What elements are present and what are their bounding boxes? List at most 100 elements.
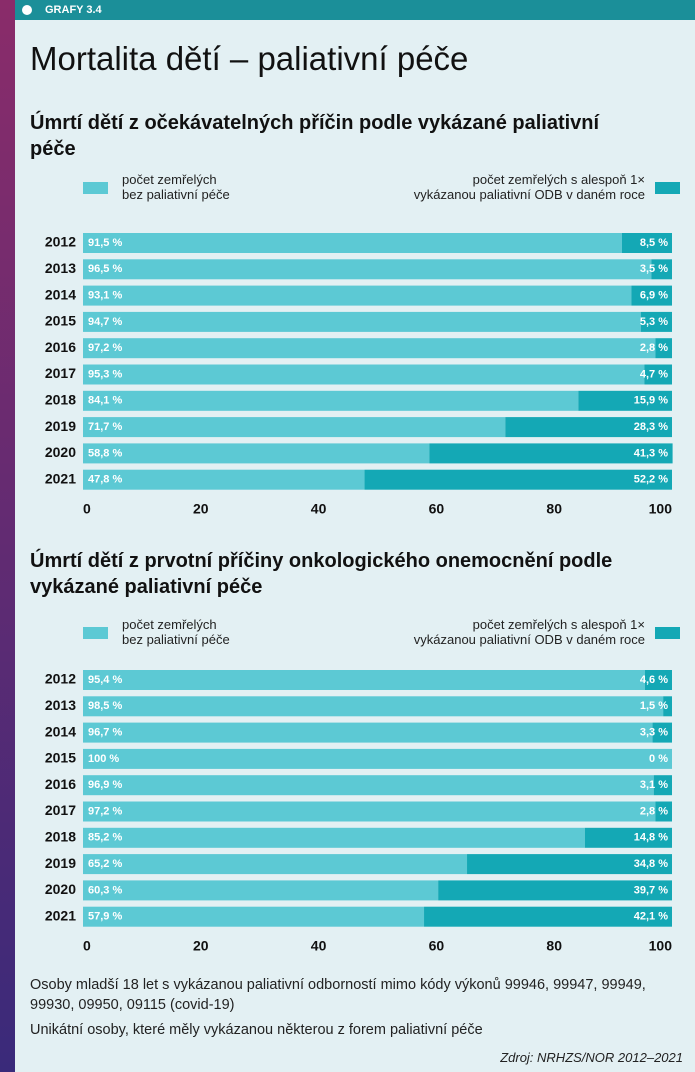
value-label: 95,4 % xyxy=(88,674,122,686)
x-tick-label: 0 xyxy=(83,501,91,517)
value-label: 97,2 % xyxy=(88,805,122,817)
x-tick-label: 40 xyxy=(311,938,327,954)
chart-title: Úmrtí dětí z prvotní příčiny onkologické… xyxy=(30,550,613,598)
value-label: 3,3 % xyxy=(640,727,668,739)
bar-segment xyxy=(83,311,641,332)
bar-segment xyxy=(83,469,365,490)
value-label: 52,2 % xyxy=(634,474,668,486)
value-label: 1,5 % xyxy=(640,700,668,712)
bar-segment xyxy=(83,722,653,743)
value-label: 93,1 % xyxy=(88,290,122,302)
value-label: 60,3 % xyxy=(88,884,122,896)
value-label: 15,9 % xyxy=(634,395,668,407)
chart: 2012 95,4 % 4,6 % 2013 98,5 % 1,5 % 2014 96,7 %… xyxy=(45,670,673,954)
legend-swatch xyxy=(655,182,680,194)
bar-segment xyxy=(83,670,645,690)
bar-segment xyxy=(644,364,672,385)
x-tick-label: 20 xyxy=(193,501,209,517)
y-tick-label: 2021 xyxy=(45,470,76,486)
bar-segment xyxy=(631,285,672,306)
y-tick-label: 2020 xyxy=(45,881,76,897)
y-tick-label: 2013 xyxy=(45,260,76,276)
tag-dot xyxy=(22,5,32,15)
x-tick-label: 80 xyxy=(546,938,562,954)
value-label: 28,3 % xyxy=(634,421,668,433)
y-tick-label: 2013 xyxy=(45,697,76,713)
bar-segment xyxy=(584,827,672,848)
x-tick-label: 60 xyxy=(429,938,445,954)
value-label: 41,3 % xyxy=(634,447,668,459)
y-tick-label: 2018 xyxy=(45,392,76,408)
chart-title: Úmrtí dětí z očekávatelných příčin podle… xyxy=(30,112,600,160)
y-tick-label: 2012 xyxy=(45,671,76,687)
y-tick-label: 2015 xyxy=(45,750,76,766)
y-tick-label: 2017 xyxy=(45,365,76,381)
value-label: 6,9 % xyxy=(640,290,668,302)
value-label: 34,8 % xyxy=(634,858,668,870)
y-tick-label: 2018 xyxy=(45,829,76,845)
legend-label: počet zemřelých bez paliativní péče xyxy=(122,617,230,647)
bar-segment xyxy=(655,801,672,822)
y-tick-label: 2014 xyxy=(45,723,76,739)
value-label: 97,2 % xyxy=(88,342,122,354)
value-label: 84,1 % xyxy=(88,395,122,407)
legend-swatch xyxy=(655,627,680,639)
x-tick-label: 60 xyxy=(429,501,445,517)
y-tick-label: 2020 xyxy=(45,444,76,460)
bar-segment xyxy=(438,880,672,901)
bar-segment xyxy=(644,670,672,690)
value-label: 96,7 % xyxy=(88,727,122,739)
bar-segment xyxy=(429,443,673,464)
y-tick-label: 2017 xyxy=(45,802,76,818)
source: Zdroj: NRHZS/NOR 2012–2021 xyxy=(500,1050,683,1065)
bar-segment xyxy=(83,285,632,306)
legend-label: počet zemřelých s alespoň 1× vykázanou p… xyxy=(413,172,645,202)
bar-segment xyxy=(83,696,664,717)
value-label: 4,6 % xyxy=(640,674,668,686)
y-tick-label: 2019 xyxy=(45,418,76,434)
bar-segment xyxy=(83,417,506,438)
value-label: 65,2 % xyxy=(88,858,122,870)
bar-segment xyxy=(83,827,585,848)
y-tick-label: 2019 xyxy=(45,855,76,871)
value-label: 8,5 % xyxy=(640,237,668,249)
value-label: 3,5 % xyxy=(640,263,668,275)
bar-segment xyxy=(83,854,468,875)
bar-segment xyxy=(83,364,645,385)
legend-label: počet zemřelých s alespoň 1× vykázanou p… xyxy=(413,617,645,647)
bar-segment xyxy=(655,338,672,359)
legend-label: počet zemřelých bez paliativní péče xyxy=(122,172,230,202)
x-tick-label: 0 xyxy=(83,938,91,954)
bar-segment xyxy=(653,775,672,796)
y-tick-label: 2021 xyxy=(45,907,76,923)
bar-segment xyxy=(467,854,672,875)
value-label: 96,9 % xyxy=(88,779,122,791)
bar-segment xyxy=(578,390,672,411)
value-label: 57,9 % xyxy=(88,911,122,923)
value-label: 96,5 % xyxy=(88,263,122,275)
tag: GRAFY 3.4 xyxy=(15,0,695,20)
x-tick-label: 100 xyxy=(649,938,673,954)
bar-segment xyxy=(621,233,672,253)
legend-swatch xyxy=(83,627,108,639)
bar-segment xyxy=(651,259,672,280)
value-label: 100 % xyxy=(88,753,119,765)
bar-segment xyxy=(83,906,425,927)
value-label: 94,7 % xyxy=(88,316,122,328)
value-label: 2,8 % xyxy=(640,805,668,817)
y-tick-label: 2012 xyxy=(45,234,76,250)
chart: 2012 91,5 % 8,5 % 2013 96,5 % 3,5 % 2014 93,1 %… xyxy=(45,233,673,517)
bar-segment xyxy=(83,390,579,411)
bar-segment xyxy=(663,696,672,717)
value-label: 2,8 % xyxy=(640,342,668,354)
bar-segment xyxy=(83,880,439,901)
x-tick-label: 100 xyxy=(649,501,673,517)
y-tick-label: 2014 xyxy=(45,286,76,302)
x-tick-label: 20 xyxy=(193,938,209,954)
value-label: 85,2 % xyxy=(88,832,122,844)
bar-segment xyxy=(83,338,656,359)
value-label: 47,8 % xyxy=(88,474,122,486)
y-tick-label: 2016 xyxy=(45,776,76,792)
value-label: 91,5 % xyxy=(88,237,122,249)
